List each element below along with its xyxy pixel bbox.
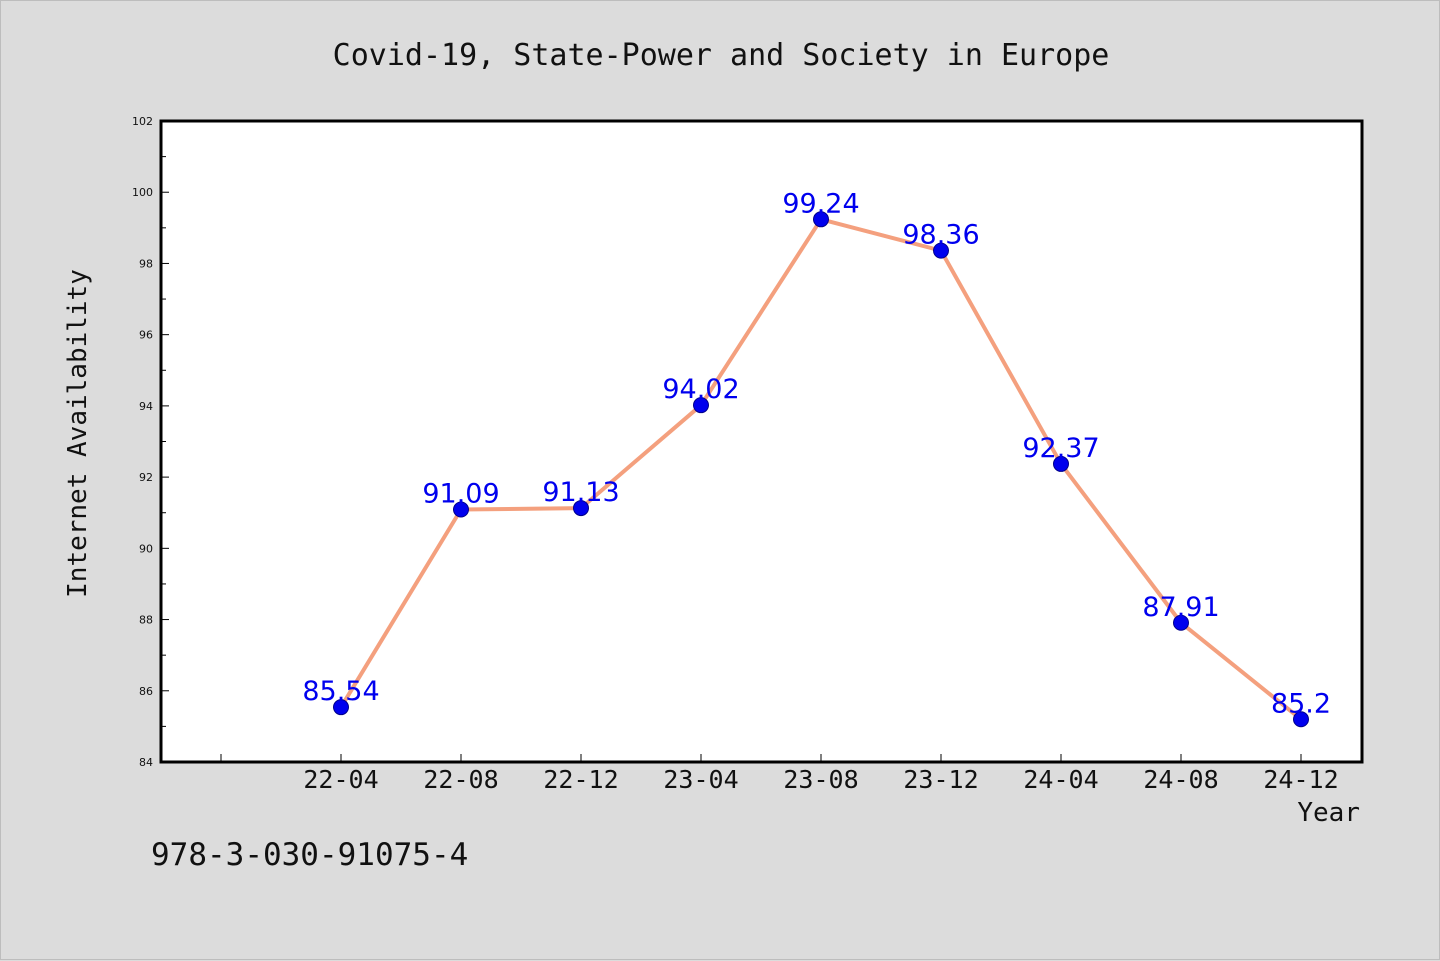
data-label: 99.24 [782, 188, 859, 219]
y-tick-label: 84 [139, 756, 153, 769]
series-line-group [333, 211, 1309, 728]
data-point [1173, 614, 1189, 631]
x-tick-label: 23-12 [903, 765, 978, 794]
data-label: 85.2 [1271, 688, 1331, 719]
x-tick-label: 23-04 [663, 765, 738, 794]
data-labels: 85.54 91.09 91.13 94.02 99.24 98.36 92.37 87.91… [302, 188, 1331, 719]
data-point [1053, 455, 1069, 472]
y-tick-label: 88 [139, 614, 153, 627]
data-point [333, 699, 349, 716]
isbn-text: 978-3-030-91075-4 [151, 837, 468, 873]
x-tick-label: 23-08 [783, 765, 858, 794]
y-tick-label: 92 [139, 471, 153, 484]
y-tick-label: 102 [132, 115, 153, 128]
y-tick-label: 90 [139, 542, 153, 555]
data-label: 85.54 [302, 676, 379, 707]
data-label: 92.37 [1022, 433, 1099, 464]
y-tick-label: 100 [132, 186, 153, 199]
x-tick-label: 24-08 [1143, 765, 1218, 794]
data-point [453, 501, 469, 518]
data-point [933, 242, 949, 259]
data-label: 91.09 [422, 479, 499, 510]
y-axis: 84 86 88 90 92 94 96 98 100 102 [132, 115, 169, 769]
data-label: 87.91 [1142, 592, 1219, 623]
x-axis-label: Year [1297, 798, 1360, 828]
data-label: 91.13 [542, 477, 619, 508]
plot-area [159, 119, 1364, 764]
x-tick-label: 24-04 [1023, 765, 1098, 794]
y-tick-label: 96 [139, 329, 153, 342]
data-label: 98.36 [902, 220, 979, 251]
y-tick-label: 98 [139, 257, 153, 270]
x-axis: 22-04 22-08 22-12 23-04 23-08 23-12 24-04 24-08… [220, 754, 1339, 794]
x-tick-label: 24-12 [1263, 765, 1338, 794]
y-tick-label: 86 [139, 685, 153, 698]
y-tick-label: 94 [139, 400, 153, 413]
y-axis-label: Internet Availability [63, 269, 93, 598]
data-label: 94.02 [662, 374, 739, 405]
data-point [1293, 711, 1309, 728]
x-tick-label: 22-08 [423, 765, 498, 794]
data-point [813, 211, 829, 228]
data-point [573, 500, 589, 517]
data-point [693, 397, 709, 414]
x-tick-label: 22-12 [543, 765, 618, 794]
chart-title: Covid-19, State-Power and Society in Eur… [333, 38, 1110, 73]
x-tick-label: 22-04 [303, 765, 378, 794]
